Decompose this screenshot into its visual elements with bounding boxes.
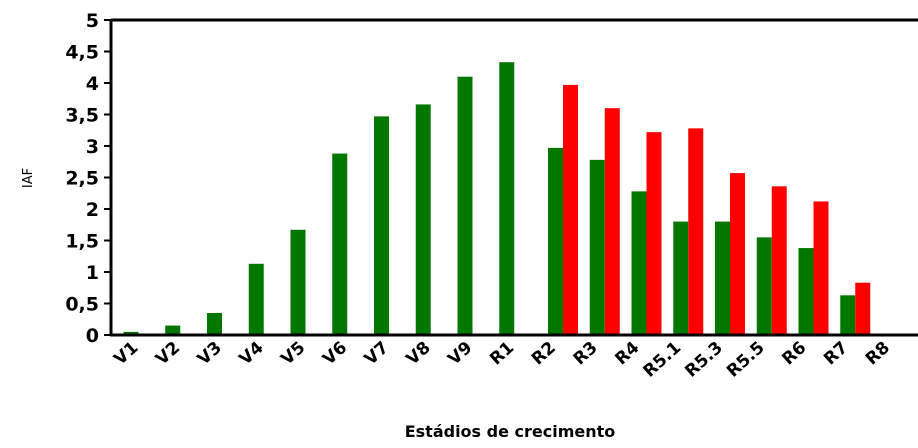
x-axis-label: Estádios de crecimento bbox=[405, 422, 616, 441]
bar-series-2-R7 bbox=[855, 282, 871, 335]
y-tick-label: 1 bbox=[86, 262, 99, 284]
bar-series-2-R3 bbox=[604, 108, 620, 335]
bar-series-1-R5.1 bbox=[673, 221, 689, 335]
x-tick-label: V9 bbox=[444, 338, 476, 370]
y-tick-label: 2 bbox=[86, 199, 99, 221]
x-tick-label: V1 bbox=[110, 338, 142, 370]
bar-series-1-R2 bbox=[548, 147, 563, 335]
bar-series-1-R5.5 bbox=[756, 237, 772, 335]
x-tick-label: R5.3 bbox=[681, 338, 727, 382]
x-tick-label: R3 bbox=[570, 338, 602, 370]
x-tick-label: R1 bbox=[486, 338, 518, 370]
bar-series-1-R3 bbox=[589, 159, 605, 335]
y-tick-label: 0,5 bbox=[65, 294, 99, 316]
bar-series-2-R6 bbox=[813, 201, 829, 335]
x-tick-label: V5 bbox=[277, 338, 309, 370]
y-tick-label: 4,5 bbox=[65, 42, 99, 64]
y-tick-label: 4 bbox=[86, 73, 99, 95]
y-axis-label: IAF bbox=[21, 168, 36, 188]
x-tick-label: R7 bbox=[820, 338, 852, 370]
bar-series-1-R1 bbox=[499, 62, 515, 336]
bar-series-1-V9 bbox=[457, 76, 473, 335]
y-tick-label: 3,5 bbox=[65, 105, 99, 127]
bar-series-1-V8 bbox=[415, 104, 431, 335]
bar-series-2-R5.1 bbox=[688, 128, 704, 335]
y-tick-label: 0 bbox=[86, 325, 99, 347]
bar-series-1-V3 bbox=[207, 312, 222, 335]
y-tick-label: 1,5 bbox=[65, 231, 99, 253]
x-tick-label: V8 bbox=[403, 338, 435, 370]
x-tick-label: V7 bbox=[361, 338, 393, 370]
bar-series-1-V6 bbox=[332, 153, 348, 335]
x-tick-label: V4 bbox=[236, 338, 268, 370]
bar-series-2-R4 bbox=[646, 132, 662, 335]
plot-area bbox=[111, 19, 918, 335]
x-tick-label: R5.5 bbox=[723, 338, 769, 382]
y-ticks-group: 0 0,5 1 1,5 2 2,5 3 3,5 4 4,5 5 bbox=[65, 10, 111, 347]
y-tick-label: 2,5 bbox=[65, 168, 99, 190]
bar-series-1-V4 bbox=[248, 263, 264, 335]
bar-series-2-R5.5 bbox=[771, 186, 787, 335]
bar-series-1-R7 bbox=[840, 295, 856, 335]
bar-series-1-R6 bbox=[798, 248, 814, 335]
bar-series-2-R2 bbox=[563, 84, 578, 335]
bars-group bbox=[123, 62, 871, 336]
bar-series-1-R5.3 bbox=[715, 221, 730, 335]
y-tick-label: 5 bbox=[86, 10, 99, 32]
bar-series-1-V2 bbox=[165, 325, 181, 335]
x-tick-label: V3 bbox=[194, 338, 226, 370]
bar-series-1-R4 bbox=[631, 191, 647, 335]
x-tick-label: V2 bbox=[152, 338, 184, 370]
y-tick-label: 3 bbox=[86, 136, 99, 158]
x-tick-label: V6 bbox=[319, 338, 351, 370]
x-tick-label: R5.1 bbox=[640, 338, 686, 382]
bar-series-2-R5.3 bbox=[730, 173, 745, 335]
x-tick-label: R8 bbox=[862, 338, 894, 370]
x-tick-label: R2 bbox=[528, 338, 560, 370]
bar-series-1-V5 bbox=[290, 229, 306, 335]
x-tick-label: R6 bbox=[778, 338, 810, 370]
x-tick-label: R4 bbox=[611, 338, 643, 370]
bar-series-1-V7 bbox=[374, 116, 389, 335]
bar-series-1-V1 bbox=[123, 331, 139, 335]
